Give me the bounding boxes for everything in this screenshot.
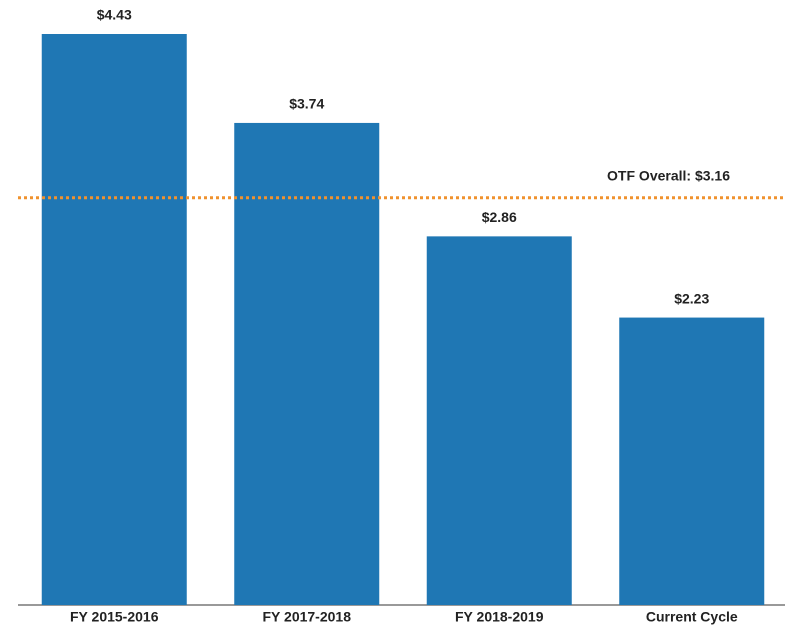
bar xyxy=(426,236,572,605)
value-label: $2.86 xyxy=(482,209,517,225)
reference-label: OTF Overall: $3.16 xyxy=(607,167,730,183)
x-tick-label: FY 2015-2016 xyxy=(70,609,159,625)
value-label: $2.23 xyxy=(674,290,709,306)
bar xyxy=(41,34,187,605)
x-tick-label: Current Cycle xyxy=(646,609,738,625)
x-tick-label: FY 2017-2018 xyxy=(263,609,352,625)
bar xyxy=(619,317,765,605)
value-label: $3.74 xyxy=(289,96,324,112)
x-tick-label: FY 2018-2019 xyxy=(455,609,544,625)
value-label: $4.43 xyxy=(97,7,132,23)
bar xyxy=(234,122,380,605)
